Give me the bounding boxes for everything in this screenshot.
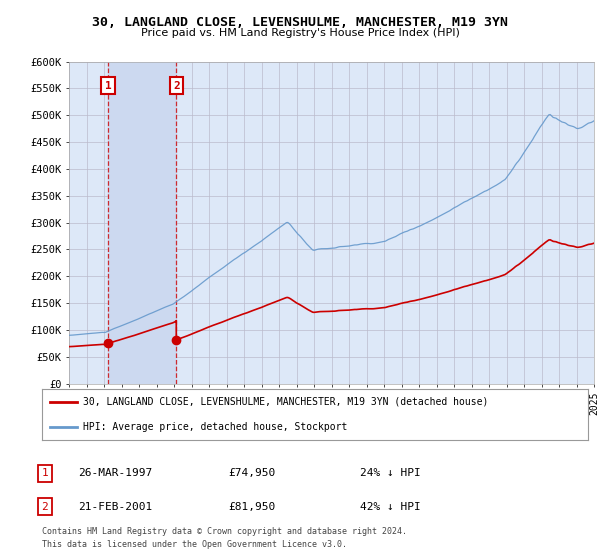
Text: £81,950: £81,950: [228, 502, 275, 512]
Text: Price paid vs. HM Land Registry's House Price Index (HPI): Price paid vs. HM Land Registry's House …: [140, 28, 460, 38]
Text: HPI: Average price, detached house, Stockport: HPI: Average price, detached house, Stoc…: [83, 422, 347, 432]
Text: 24% ↓ HPI: 24% ↓ HPI: [360, 468, 421, 478]
Text: 30, LANGLAND CLOSE, LEVENSHULME, MANCHESTER, M19 3YN (detached house): 30, LANGLAND CLOSE, LEVENSHULME, MANCHES…: [83, 397, 488, 407]
Text: 1: 1: [41, 468, 49, 478]
Text: 2: 2: [41, 502, 49, 512]
Text: This data is licensed under the Open Government Licence v3.0.: This data is licensed under the Open Gov…: [42, 540, 347, 549]
Text: 30, LANGLAND CLOSE, LEVENSHULME, MANCHESTER, M19 3YN: 30, LANGLAND CLOSE, LEVENSHULME, MANCHES…: [92, 16, 508, 29]
Text: 2: 2: [173, 81, 179, 91]
Bar: [108, 62, 176, 384]
Text: 1: 1: [104, 81, 112, 91]
Text: 21-FEB-2001: 21-FEB-2001: [78, 502, 152, 512]
Text: Contains HM Land Registry data © Crown copyright and database right 2024.: Contains HM Land Registry data © Crown c…: [42, 528, 407, 536]
Text: 42% ↓ HPI: 42% ↓ HPI: [360, 502, 421, 512]
Text: 26-MAR-1997: 26-MAR-1997: [78, 468, 152, 478]
Text: £74,950: £74,950: [228, 468, 275, 478]
